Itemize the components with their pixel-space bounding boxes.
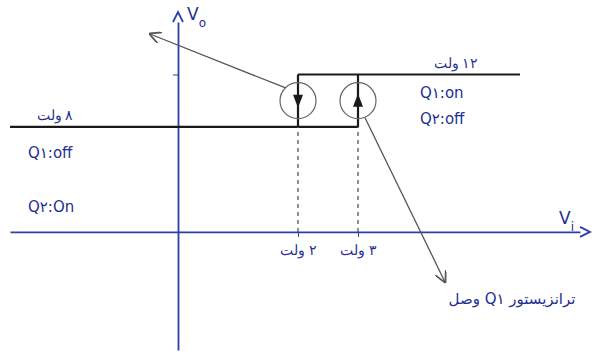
x-axis-title: Vi [559,208,574,234]
x-tick: ۳ ولت [340,232,377,259]
annotation: Q۲:On [28,198,74,216]
y-tick-label: ۸ ولت [37,107,74,124]
x-tick-label: ۲ ولت [280,242,317,259]
y-tick-label: ۱۲ ولت [434,55,479,72]
x-tick-mark [298,232,299,237]
x-axis-title-sub: i [571,220,574,234]
annotation: Q۲:off [420,110,465,128]
series-line [297,127,298,232]
chart: ۲ ولت ۳ ولت ۸ ولت ۱۲ ولت Vo Vi Q۱:on Q۲:off Q۱:o… [0,0,600,356]
x-tick-label: ۳ ولت [340,242,377,259]
arrow-head [293,95,303,108]
y-axis-line [178,23,180,351]
plot-area [10,74,520,231]
y-tick-mark [173,74,178,75]
series-line [357,127,358,232]
x-tick: ۲ ولت [280,232,317,259]
y-tick: ۱۲ ولت [173,55,478,75]
y-axis: ۸ ولت ۱۲ ولت [37,23,479,351]
x-tick-mark [358,232,359,237]
x-axis-arrow [580,227,590,237]
y-axis-title-sub: o [199,16,206,30]
annotation-layer [150,34,445,282]
leader-line [150,34,285,88]
x-axis: ۲ ولت ۳ ولت [11,232,581,259]
series-line [298,73,520,75]
annotation: Q۱:off [28,144,73,162]
y-axis-arrow [173,12,183,22]
annotation: Q۱:on [420,84,464,102]
arrow-head [353,94,363,107]
highlight-circle [280,83,316,119]
annotation: ترانزیستور Q۱ وصل [449,290,576,308]
highlight-circle [340,83,376,119]
leader-line [365,118,445,282]
y-axis-title: Vo [187,4,206,30]
series-line [10,126,358,128]
y-tick: ۸ ولت [37,107,178,127]
x-axis-line [11,232,581,234]
